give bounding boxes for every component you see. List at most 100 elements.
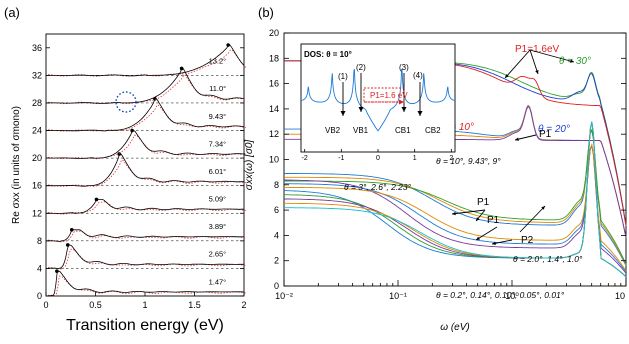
panel-b-ylabel: σxx(ω) [σ0] — [244, 140, 255, 191]
curve-group-c-0 — [284, 143, 627, 274]
y-tick-label: 18 — [269, 53, 279, 63]
inset-vertical-arrowhead-2 — [401, 107, 407, 112]
y-tick-label: 32 — [32, 70, 42, 80]
y-tick-label: 36 — [32, 43, 42, 53]
inset-arrow-2: (2) — [356, 63, 366, 72]
x-tick-label: 1.5 — [188, 300, 201, 310]
series-curve-red-4 — [48, 159, 247, 187]
annotation-p1-b: P1 — [477, 197, 490, 208]
series-curve-red-1 — [48, 248, 247, 270]
peak-dot-5 — [130, 128, 134, 133]
panel-b-label: (b) — [258, 5, 274, 20]
inset-vertical-arrowhead-3 — [417, 111, 423, 116]
y-tick-label: 0 — [37, 291, 42, 301]
panel-a-gridlines — [46, 75, 244, 269]
angle-label-1: 2.65° — [209, 250, 227, 259]
annotation-arrowhead-5 — [476, 217, 480, 221]
angle-label-6: 9.43° — [209, 112, 227, 121]
inset-arrow-1: (1) — [338, 72, 348, 81]
annotation-arrow-6 — [475, 226, 498, 241]
inset-label-cb2: CB2 — [425, 126, 441, 135]
angle-label-2: 3.89° — [209, 222, 227, 231]
inset-frame — [300, 43, 456, 153]
annotation-arrowhead-0 — [505, 74, 509, 78]
label-theta-20: θ = 20° — [538, 124, 570, 135]
annotation-arrowhead-4 — [452, 211, 456, 216]
x-tick-label: 10⁻² — [275, 291, 293, 301]
highlight-dotted-circle — [115, 91, 137, 113]
inset-x-tick-label: 0 — [376, 155, 380, 162]
label-group-2-14-1: θ = 2.0°, 1.4°, 1.0° — [513, 254, 583, 264]
x-tick-label: 10⁰ — [505, 291, 519, 301]
series-curve-red-3 — [48, 201, 247, 215]
angle-label-0: 1.47° — [209, 277, 227, 286]
panel-b-xlabel: ω (eV) — [440, 322, 469, 333]
panel-a-ylabel: Re σxx (in units of σmono) — [11, 106, 22, 224]
inset-vertical-arrowhead-1 — [358, 107, 364, 112]
inset-transition-box — [363, 87, 405, 103]
annotation-arrowhead-8 — [541, 206, 545, 210]
inset-label-vb2: VB2 — [325, 126, 341, 135]
panel-a-ticks: 0 4 8 12 16 20 24 28 32 36 0 0.5 1 1.5 2 — [32, 43, 247, 310]
y-tick-label: 4 — [37, 263, 42, 273]
series-curve-6 — [46, 98, 245, 132]
inset-title: DOS: θ = 10° — [304, 50, 352, 59]
curve-group-b-2 — [284, 128, 627, 265]
annotation-p2: P2 — [521, 235, 534, 246]
panel-a-xlabel: Transition energy (eV) — [66, 317, 224, 334]
y-tick-label: 16 — [32, 181, 42, 191]
y-tick-label: 8 — [274, 180, 279, 190]
angle-label-7: 11.0° — [209, 84, 226, 93]
series-curve-8 — [46, 44, 245, 77]
inset-arrow-3: (3) — [399, 63, 409, 72]
x-tick-label: 10 — [615, 291, 625, 301]
peak-dot-3 — [94, 197, 99, 202]
peak-dot-2 — [69, 228, 74, 232]
y-tick-label: 20 — [269, 28, 279, 38]
annotation-p1-c: P1 — [487, 215, 500, 226]
inset-label-vb1: VB1 — [353, 126, 369, 135]
x-tick-label: 1 — [142, 300, 147, 310]
dos-inset: DOS: θ = 10° -2 -1 0 1 2 VB2 VB1 CB1 CB2 (1)… — [300, 43, 456, 162]
annotation-arrowhead-3 — [515, 137, 519, 141]
label-group-3-26-223: θ = 3°, 2.6°, 2.23° — [344, 182, 412, 192]
inset-dos-curve — [300, 68, 456, 132]
series-curve-7 — [46, 68, 245, 104]
y-tick-label: 28 — [32, 98, 42, 108]
annotation-arrow-2 — [529, 49, 575, 63]
inset-label-cb1: CB1 — [395, 126, 411, 135]
y-tick-label: 2 — [274, 256, 279, 266]
curve-group-c-2 — [284, 143, 627, 272]
x-tick-label: 2 — [241, 300, 246, 310]
y-tick-label: 0 — [274, 281, 279, 291]
x-tick-label: 0.5 — [89, 300, 102, 310]
angle-label-3: 5.09° — [209, 195, 227, 204]
inset-arrows — [340, 73, 423, 116]
series-curve-2 — [46, 229, 245, 242]
inset-x-tick-label: 2 — [449, 155, 453, 162]
inset-x-tick-label: -1 — [338, 155, 344, 162]
curve-group-b-0 — [284, 128, 627, 267]
peak-dot-8 — [226, 43, 230, 47]
panel-b-arrows — [451, 49, 575, 245]
angle-label-5: 7.34° — [209, 139, 227, 148]
y-tick-label: 24 — [32, 126, 42, 136]
annotation-arrowhead-1 — [535, 70, 539, 74]
y-tick-label: 12 — [269, 129, 279, 139]
curve-group-b-1 — [284, 128, 627, 266]
angle-label-4: 6.01° — [209, 167, 227, 176]
y-tick-label: 12 — [32, 208, 42, 218]
peak-dot-1 — [65, 243, 70, 247]
series-curve-4 — [46, 153, 245, 187]
annotation-arrow-8 — [519, 205, 546, 233]
label-group-small-angles: θ = 0.2°, 0.14°, 0.10°, 0.05°, 0.01° — [436, 290, 565, 300]
annotation-arrowhead-6 — [476, 236, 480, 240]
inset-arrow-4: (4) — [413, 71, 423, 80]
series-curve-red-8 — [48, 49, 247, 77]
annotation-arrow-4 — [451, 209, 486, 215]
label-theta-30: θ = 30° — [559, 56, 591, 67]
y-tick-label: 20 — [32, 153, 42, 163]
series-curve-1 — [46, 244, 244, 269]
